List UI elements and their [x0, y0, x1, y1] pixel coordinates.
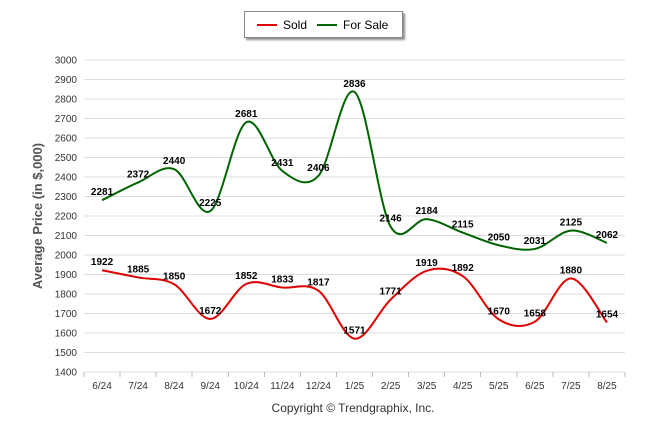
data-label-for-sale: 2681	[235, 109, 258, 120]
data-label-sold: 1571	[343, 326, 366, 337]
data-label-sold: 1771	[379, 287, 402, 298]
y-tick-label: 1600	[55, 329, 78, 340]
data-label-sold: 1880	[560, 265, 583, 276]
data-label-for-sale: 2050	[488, 232, 511, 243]
y-tick-label: 1500	[55, 348, 78, 359]
data-label-sold: 1885	[127, 264, 150, 275]
legend-item-for-sale: For Sale	[317, 12, 388, 37]
y-tick-label: 2300	[55, 192, 78, 203]
data-label-for-sale: 2062	[596, 230, 619, 241]
data-label-for-sale: 2406	[307, 163, 330, 174]
data-label-for-sale: 2115	[452, 220, 474, 231]
y-axis-label: Average Price (in $,000)	[30, 143, 45, 289]
data-label-for-sale: 2146	[379, 214, 402, 225]
y-tick-label: 2600	[55, 134, 78, 145]
data-label-for-sale: 2125	[560, 218, 583, 229]
y-tick-label: 2200	[55, 212, 78, 223]
y-tick-label: 1700	[55, 309, 78, 320]
data-label-for-sale: 2184	[416, 206, 439, 217]
y-tick-label: 3000	[55, 56, 78, 67]
data-label-for-sale: 2440	[163, 156, 186, 167]
x-tick-label: 5/25	[489, 381, 509, 392]
data-label-for-sale: 2031	[524, 236, 547, 247]
x-tick-label: 10/24	[234, 381, 259, 392]
data-label-sold: 1670	[488, 306, 511, 317]
x-tick-label: 6/24	[92, 381, 112, 392]
x-tick-label: 4/25	[453, 381, 473, 392]
legend-swatch-sold	[257, 23, 277, 26]
data-label-sold: 1658	[524, 309, 547, 320]
legend: Sold For Sale	[244, 11, 403, 38]
x-tick-label: 7/25	[561, 381, 581, 392]
y-tick-label: 2800	[55, 95, 78, 106]
legend-swatch-for-sale	[317, 23, 337, 26]
series-line-for-sale	[101, 90, 608, 251]
x-tick-label: 1/25	[345, 381, 365, 392]
data-label-sold: 1817	[307, 278, 330, 289]
x-tick-label: 8/24	[164, 381, 184, 392]
y-tick-label: 2700	[55, 114, 78, 125]
data-label-sold: 1654	[596, 309, 619, 320]
data-label-sold: 1833	[271, 275, 294, 286]
series-line-sold	[101, 267, 608, 340]
data-label-for-sale: 2372	[127, 169, 150, 180]
y-tick-label: 2500	[55, 153, 78, 164]
data-label-sold: 1922	[91, 257, 114, 268]
x-tick-label: 2/25	[381, 381, 401, 392]
y-tick-label: 2000	[55, 251, 78, 262]
x-tick-label: 12/24	[306, 381, 331, 392]
y-tick-label: 2400	[55, 173, 78, 184]
data-label-sold: 1892	[452, 263, 475, 274]
y-tick-label: 1800	[55, 290, 78, 301]
legend-label-for-sale: For Sale	[343, 17, 389, 32]
legend-label-sold: Sold	[283, 17, 308, 32]
x-tick-label: 7/24	[128, 381, 148, 392]
data-label-sold: 1850	[163, 271, 186, 282]
data-label-sold: 1672	[199, 306, 222, 317]
data-label-sold: 1852	[235, 271, 258, 282]
data-label-sold: 1919	[416, 258, 439, 269]
x-tick-label: 6/25	[525, 381, 545, 392]
y-tick-label: 1900	[55, 270, 78, 281]
y-tick-label: 2900	[55, 75, 78, 86]
data-label-for-sale: 2225	[199, 198, 222, 209]
x-tick-label: 3/25	[417, 381, 437, 392]
data-label-for-sale: 2836	[343, 79, 366, 90]
data-label-for-sale: 2431	[271, 158, 294, 169]
y-tick-label: 2100	[55, 231, 78, 242]
y-tick-label: 1400	[55, 368, 78, 379]
x-tick-label: 8/25	[597, 381, 617, 392]
legend-item-sold: Sold	[257, 12, 307, 37]
copyright-text: Copyright © Trendgraphix, Inc.	[271, 401, 435, 415]
x-tick-label: 9/24	[200, 381, 220, 392]
data-label-for-sale: 2281	[91, 187, 114, 198]
x-tick-label: 11/24	[270, 381, 295, 392]
